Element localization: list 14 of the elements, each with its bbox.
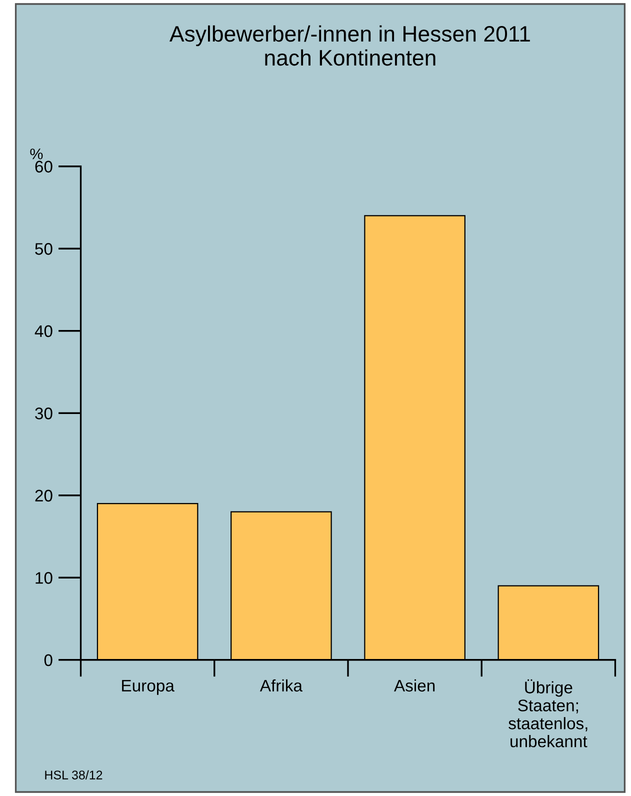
y-tick-label: 0 [44,654,52,666]
y-tick-label: 10 [36,572,52,584]
x-tick-label: Afrika [260,679,302,692]
x-tick-label: Europa [122,680,174,695]
chart-title: Asylbewerber/-innen in Hessen 2011 nach Kontinenten [169,25,530,66]
text: HSL 38/12 [45,770,102,780]
y-tick-label: 30 [35,408,52,420]
y-axis-title: % [30,148,43,160]
x-tick-label: Übrige Staaten; staatenlos, unbekannt [508,679,588,748]
y-tick-label: 50 [35,243,52,255]
x-tick-label: Asien [394,679,435,692]
y-tick-label: 60 [35,160,52,173]
y-tick-label: 40 [34,325,52,338]
y-tick-label: 20 [35,490,52,502]
